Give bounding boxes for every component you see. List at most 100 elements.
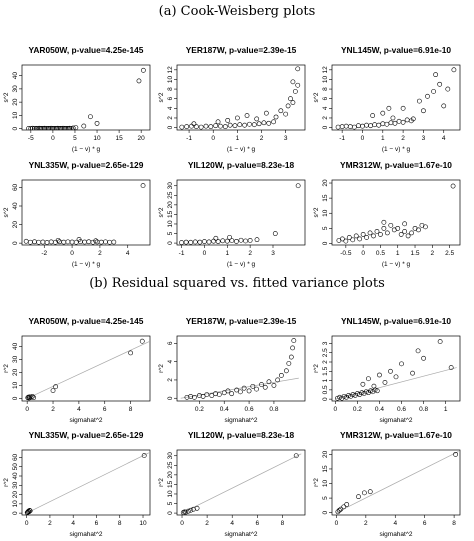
data-point [351, 124, 357, 130]
data-point [32, 239, 37, 245]
panel-6: YMR312W, p-value=1.67e-10 -0.5 0 0.5 1 1.5 2 2.… [313, 160, 461, 268]
data-point [374, 388, 380, 394]
y-tick-label: 3 [322, 341, 329, 345]
y-axis-label: r^2 [313, 364, 320, 373]
panel-title: YNL335W, p-value=2.65e-129 [29, 430, 144, 440]
x-axis-label: (1 − v) * g [72, 261, 101, 268]
data-point [208, 124, 214, 130]
x-tick-label: 2 [431, 250, 435, 257]
x-tick-label: 4 [71, 520, 75, 527]
data-point [88, 114, 93, 120]
x-tick-label: 8 [452, 520, 456, 527]
y-tick-label: 2 [167, 116, 174, 120]
data-point [191, 394, 197, 400]
y-tick-label: 15 [322, 465, 329, 473]
data-point [384, 121, 390, 127]
panel-7: YAR050W, p-value=4.25e-145 0 2 4 6 8 0 10 20 30 40… [3, 316, 151, 424]
section-a-title: (a) Cook-Weisberg plots [158, 4, 316, 19]
data-point [266, 379, 272, 385]
plot-frame [21, 64, 151, 131]
x-tick-label: -0.5 [340, 250, 352, 257]
plot-frame [21, 335, 151, 402]
y-tick-label: 0 [322, 241, 329, 245]
x-tick-label: 0.4 [375, 406, 384, 413]
data-point [225, 388, 231, 394]
plot-frame [331, 335, 461, 402]
y-tick-label: 25 [167, 191, 174, 199]
data-point [262, 384, 268, 390]
panel-title: YER187W, p-value=2.39e-15 [186, 45, 297, 55]
x-tick-label: 0 [361, 135, 365, 142]
y-tick-label: 20 [167, 471, 174, 479]
x-tick-label: 0 [333, 406, 337, 413]
x-tick-label: 0 [361, 250, 365, 257]
data-point [94, 239, 100, 245]
plot-area [179, 183, 301, 245]
plot-area [180, 453, 302, 515]
data-point [390, 115, 396, 121]
data-point [70, 125, 76, 130]
data-point [437, 81, 443, 87]
data-point [53, 384, 59, 390]
data-point [338, 506, 344, 512]
data-point [377, 372, 382, 378]
y-tick-label: 15 [167, 480, 174, 488]
data-point [261, 120, 267, 126]
data-point [402, 221, 408, 227]
data-point [415, 348, 421, 354]
data-point [278, 372, 284, 378]
y-tick-label: 0 [167, 511, 174, 515]
data-point [363, 389, 369, 395]
plot-frame [331, 179, 461, 246]
data-point [380, 121, 386, 127]
y-tick-label: 30 [12, 85, 19, 93]
data-point [339, 124, 345, 130]
data-point [393, 374, 399, 380]
data-point [404, 117, 410, 123]
y-tick-label: 8 [167, 87, 174, 91]
plot-area [179, 66, 301, 130]
plot-frame [331, 449, 461, 516]
data-point [213, 235, 219, 241]
y-axis-label: s^2 [313, 207, 320, 217]
data-point [93, 238, 99, 244]
data-point [203, 123, 209, 129]
x-tick-label: 2 [248, 250, 252, 257]
data-point [416, 227, 421, 233]
data-point [290, 100, 296, 105]
x-axis-label: (1 − v) * g [227, 146, 256, 153]
data-point [213, 391, 218, 397]
data-point [259, 382, 264, 387]
y-tick-label: 0 [12, 126, 19, 130]
data-point [224, 238, 230, 244]
y-tick-label: 50 [12, 463, 19, 471]
y-axis-label: r^2 [158, 364, 165, 373]
panel-title: YMR312W, p-value=1.67e-10 [340, 160, 452, 170]
data-point [350, 237, 356, 243]
y-tick-label: 40 [12, 342, 19, 350]
data-point [350, 392, 356, 397]
plot-frame [331, 64, 461, 131]
x-tick-label: 10 [93, 135, 101, 142]
x-tick-label: 0.4 [220, 406, 229, 413]
data-point [40, 239, 46, 245]
y-tick-label: 30 [12, 355, 19, 363]
data-point [271, 383, 277, 388]
fit-line [26, 452, 149, 514]
x-tick-label: -1 [179, 250, 185, 257]
data-point [295, 183, 301, 189]
x-tick-label: 0.8 [269, 406, 278, 413]
y-tick-label: 10 [12, 111, 19, 119]
data-point [295, 82, 301, 88]
data-point [364, 235, 369, 240]
data-point [288, 354, 294, 360]
data-point [241, 385, 247, 391]
data-point [215, 119, 221, 125]
data-point [395, 225, 401, 231]
y-axis-label: s^2 [313, 92, 320, 102]
data-point [227, 234, 232, 240]
x-tick-label: 1 [236, 135, 240, 142]
data-point [271, 119, 277, 125]
fit-line [27, 340, 150, 399]
